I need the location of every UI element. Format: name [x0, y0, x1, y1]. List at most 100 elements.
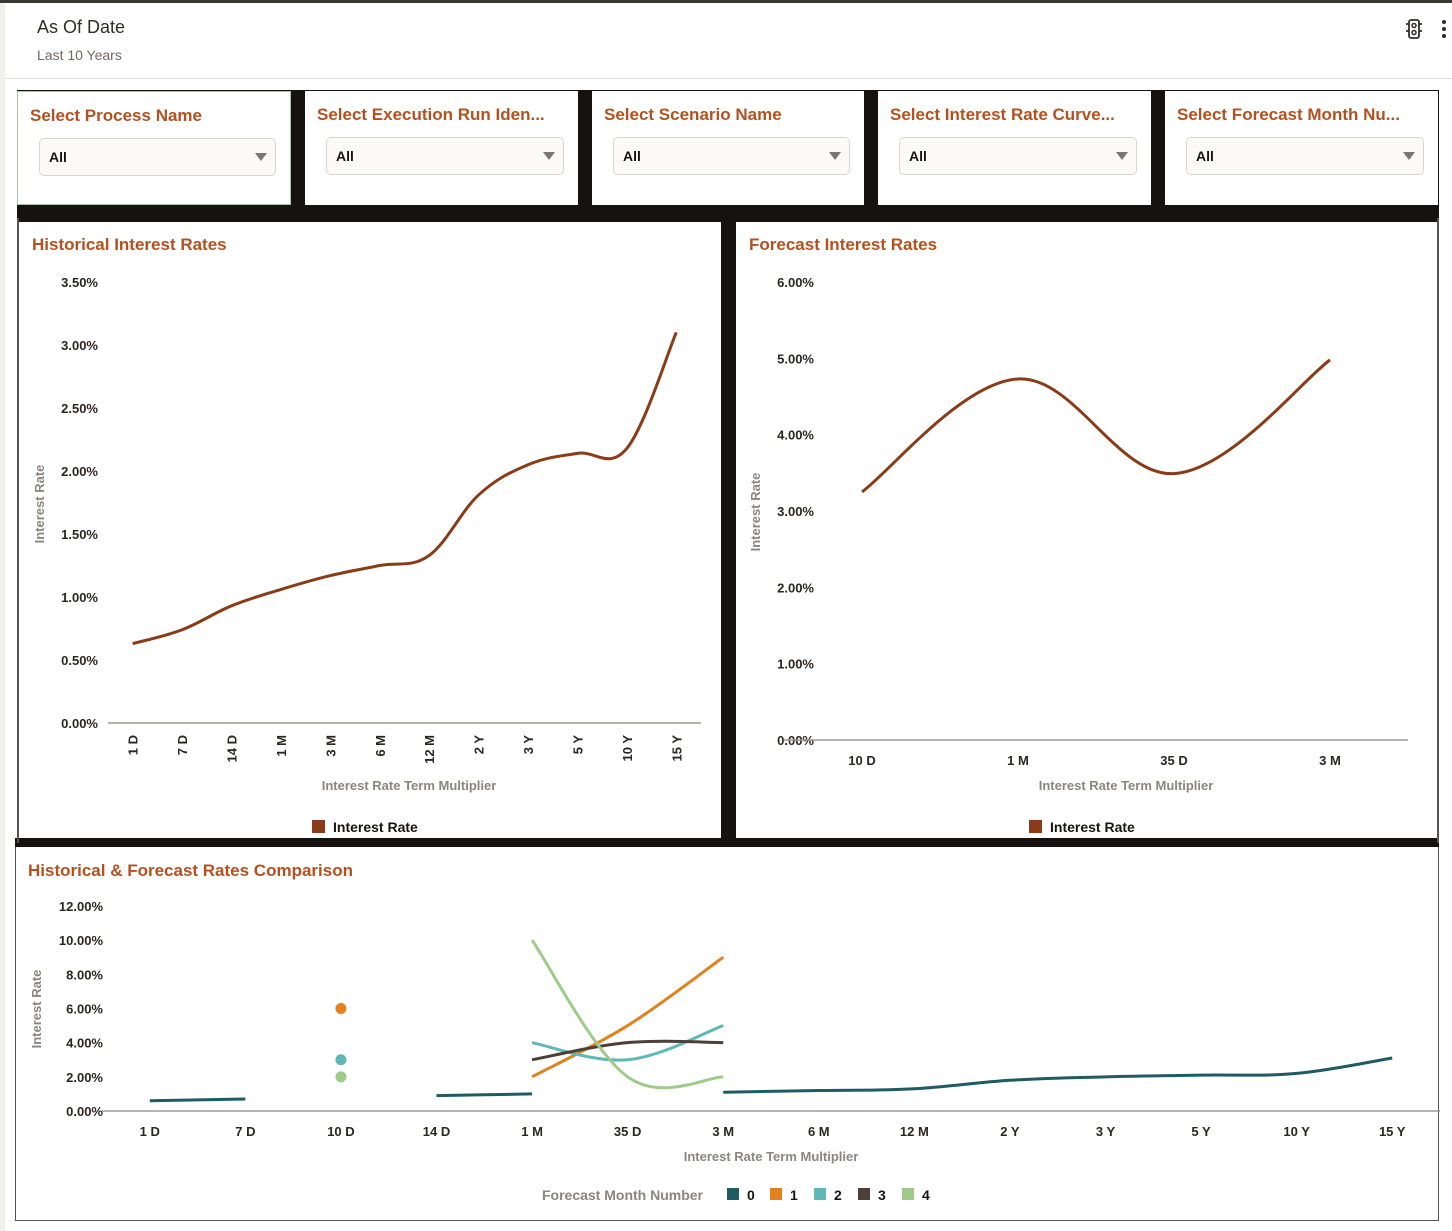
- historical-rates-chart: 0.00% 0.50% 1.00% 1.50% 2.00% 2.50% 3.00% 3.50%…: [32, 275, 701, 835]
- filter-bar: Select Process Name All Select Execution…: [17, 90, 1439, 220]
- divider: [721, 218, 736, 843]
- x-tick-label: 14 D: [225, 735, 240, 762]
- x-tick-label: 15 Y: [669, 735, 684, 762]
- y-axis-title: Interest Rate: [29, 970, 44, 1049]
- execution-run-select[interactable]: All: [326, 137, 564, 175]
- x-tick-label: 3 Y: [1096, 1124, 1116, 1139]
- filter-label: Select Interest Rate Curve...: [890, 105, 1115, 124]
- select-value: All: [49, 149, 67, 165]
- y-tick-label: 0.00%: [61, 716, 98, 731]
- x-tick-label: 3 M: [712, 1124, 734, 1139]
- legend-label: 0: [747, 1187, 755, 1203]
- x-tick-label: 10 Y: [620, 735, 635, 762]
- legend-swatch: [858, 1188, 870, 1200]
- chart-title: Historical Interest Rates: [32, 235, 227, 254]
- y-tick-label: 1.00%: [777, 657, 814, 672]
- divider: [17, 218, 19, 843]
- interest-rate-curve-select[interactable]: All: [899, 137, 1137, 175]
- y-tick-label: 12.00%: [59, 899, 104, 914]
- traffic-light-icon[interactable]: [1403, 17, 1425, 41]
- legend-label: 1: [790, 1187, 798, 1203]
- series-0-line: [723, 1056, 1393, 1094]
- series-2-point: [335, 1054, 347, 1066]
- page-subtitle: Last 10 Years: [37, 47, 122, 63]
- x-axis-title: Interest Rate Term Multiplier: [684, 1149, 859, 1164]
- filter-process-name: Select Process Name All: [17, 91, 291, 205]
- legend-swatch: [814, 1188, 826, 1200]
- chevron-down-icon: [255, 153, 267, 161]
- scenario-name-select[interactable]: All: [613, 137, 850, 175]
- chevron-down-icon: [829, 152, 841, 160]
- chevron-down-icon: [1116, 152, 1128, 160]
- series-0-line: [436, 1092, 533, 1098]
- x-tick-label: 5 Y: [1191, 1124, 1211, 1139]
- chart-title: Historical & Forecast Rates Comparison: [28, 861, 353, 880]
- x-tick-label: 10 D: [848, 753, 875, 768]
- x-tick-label: 3 M: [1319, 753, 1341, 768]
- legend-label: Interest Rate: [333, 819, 418, 835]
- filter-label: Select Forecast Month Nu...: [1177, 105, 1400, 124]
- y-tick-label: 4.00%: [777, 428, 814, 443]
- legend-swatch: [770, 1188, 782, 1200]
- select-value: All: [909, 148, 927, 164]
- legend-label: Interest Rate: [1050, 819, 1135, 835]
- x-tick-label: 2 Y: [1000, 1124, 1020, 1139]
- x-tick-label: 2 Y: [472, 735, 487, 755]
- x-tick-label: 1 M: [521, 1124, 543, 1139]
- x-tick-label: 14 D: [423, 1124, 450, 1139]
- divider: [1437, 218, 1439, 843]
- x-tick-label: 1 M: [274, 735, 289, 757]
- more-vertical-icon[interactable]: [1437, 17, 1451, 41]
- x-tick-label: 7 D: [235, 1124, 255, 1139]
- chevron-down-icon: [543, 152, 555, 160]
- x-tick-label: 1 D: [140, 1124, 160, 1139]
- comparison-panel: Historical & Forecast Rates Comparison 0…: [15, 847, 1440, 1221]
- legend-swatch: [727, 1188, 739, 1200]
- process-name-select[interactable]: All: [39, 138, 276, 176]
- y-tick-label: 1.00%: [61, 590, 98, 605]
- x-tick-label: 6 M: [808, 1124, 830, 1139]
- x-tick-label: 3 M: [323, 735, 338, 757]
- select-value: All: [623, 148, 641, 164]
- series-interest-rate-line: [132, 331, 678, 646]
- filter-scenario-name: Select Scenario Name All: [592, 91, 864, 205]
- legend-swatch: [1029, 820, 1042, 833]
- select-value: All: [336, 148, 354, 164]
- chevron-down-icon: [1403, 152, 1415, 160]
- y-tick-label: 0.00%: [66, 1104, 103, 1119]
- series-4-line: [530, 939, 724, 1090]
- series-4-point: [335, 1071, 347, 1083]
- top-border: [0, 0, 1452, 3]
- y-tick-label: 0.50%: [61, 653, 98, 668]
- forecast-rates-panel: Forecast Interest Rates 0.00% 1.00% 2.00% 3…: [736, 222, 1437, 838]
- left-scroll-rail[interactable]: [0, 3, 5, 1231]
- filter-label: Select Scenario Name: [604, 105, 782, 124]
- comparison-chart: 0.00% 2.00% 4.00% 6.00% 8.00% 10.00% 12.00% 1 D…: [29, 899, 1440, 1203]
- filter-label: Select Process Name: [30, 106, 202, 125]
- legend-swatch: [312, 820, 325, 833]
- y-tick-label: 2.50%: [61, 401, 98, 416]
- historical-rates-panel: Historical Interest Rates 0.00% 0.50% 1.00…: [19, 222, 721, 838]
- x-tick-label: 10 D: [327, 1124, 354, 1139]
- x-tick-label: 1 D: [126, 735, 141, 755]
- x-tick-label: 35 D: [1160, 753, 1187, 768]
- y-tick-label: 6.00%: [777, 275, 814, 290]
- divider: [15, 838, 1439, 847]
- x-axis-title: Interest Rate Term Multiplier: [1039, 778, 1214, 793]
- y-tick-label: 2.00%: [66, 1070, 103, 1085]
- legend-label: 2: [834, 1187, 842, 1203]
- y-tick-label: 6.00%: [66, 1002, 103, 1017]
- y-tick-label: 3.00%: [777, 504, 814, 519]
- filter-forecast-month: Select Forecast Month Nu... All: [1165, 91, 1438, 205]
- x-tick-label: 7 D: [175, 735, 190, 755]
- y-axis-title: Interest Rate: [748, 473, 763, 552]
- forecast-month-select[interactable]: All: [1186, 137, 1424, 175]
- y-tick-label: 10.00%: [59, 933, 104, 948]
- x-tick-label: 12 M: [900, 1124, 929, 1139]
- legend-title: Forecast Month Number: [542, 1187, 704, 1203]
- filter-label: Select Execution Run Iden...: [317, 105, 545, 124]
- y-tick-label: 1.50%: [61, 527, 98, 542]
- x-tick-label: 1 M: [1007, 753, 1029, 768]
- select-value: All: [1196, 148, 1214, 164]
